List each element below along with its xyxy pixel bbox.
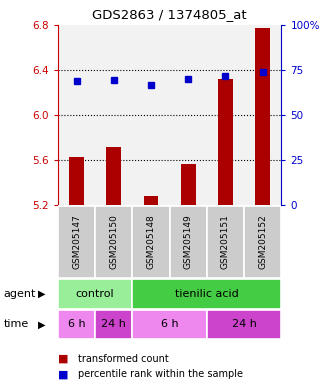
Text: GSM205148: GSM205148 [147,215,156,269]
Text: 24 h: 24 h [232,319,257,329]
Text: ▶: ▶ [38,319,46,329]
Text: agent: agent [3,289,36,299]
Bar [69,157,84,205]
Text: percentile rank within the sample: percentile rank within the sample [78,369,243,379]
Text: GSM205151: GSM205151 [221,215,230,269]
FancyBboxPatch shape [207,206,244,278]
Text: control: control [76,289,115,299]
Text: time: time [3,319,28,329]
FancyBboxPatch shape [132,206,169,278]
Bar [255,28,270,205]
Bar [181,164,196,205]
Text: ■: ■ [58,369,69,379]
FancyBboxPatch shape [58,206,95,278]
Bar [106,147,121,205]
FancyBboxPatch shape [132,310,207,339]
FancyBboxPatch shape [244,206,281,278]
Text: GSM205150: GSM205150 [109,215,118,269]
Bar [144,197,159,205]
Text: tienilic acid: tienilic acid [175,289,239,299]
Title: GDS2863 / 1374805_at: GDS2863 / 1374805_at [92,8,247,21]
Bar [218,79,233,205]
Text: ▶: ▶ [38,289,46,299]
Text: GSM205147: GSM205147 [72,215,81,269]
FancyBboxPatch shape [58,310,95,339]
Text: ■: ■ [58,354,69,364]
FancyBboxPatch shape [169,206,207,278]
FancyBboxPatch shape [207,310,281,339]
FancyBboxPatch shape [132,279,281,308]
Text: 6 h: 6 h [161,319,178,329]
FancyBboxPatch shape [58,279,132,308]
Text: 6 h: 6 h [68,319,85,329]
Text: GSM205152: GSM205152 [258,215,267,269]
Text: GSM205149: GSM205149 [184,215,193,269]
Text: 24 h: 24 h [101,319,126,329]
Text: transformed count: transformed count [78,354,168,364]
FancyBboxPatch shape [95,310,132,339]
FancyBboxPatch shape [95,206,132,278]
